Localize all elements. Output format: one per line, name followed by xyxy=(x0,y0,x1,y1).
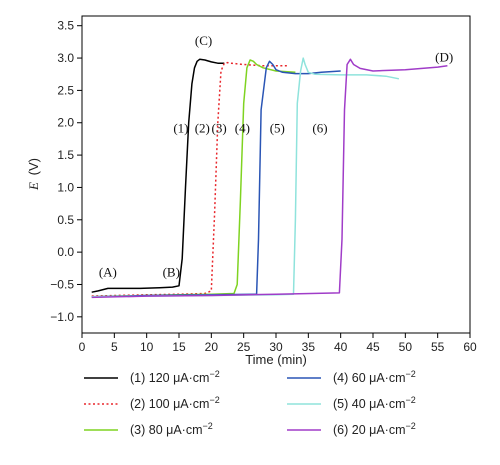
series-line-5 xyxy=(91,57,400,298)
legend: (1) 120 μA·cm−2(2) 100 μA·cm−2(3) 80 μA·… xyxy=(84,369,416,437)
legend-label: (5) 40 xyxy=(333,397,369,411)
y-tick-label: −0.5 xyxy=(50,277,74,291)
legend-exponent: −2 xyxy=(406,421,416,431)
y-tick-label: 3.0 xyxy=(57,51,74,65)
x-tick-label: 0 xyxy=(79,340,86,354)
annotation-label: (A) xyxy=(99,265,117,280)
legend-unit: μA·cm xyxy=(173,371,209,385)
legend-entry-5: (5) 40 μA·cm−2 xyxy=(333,395,416,411)
legend-entry-4: (4) 60 μA·cm−2 xyxy=(333,369,416,385)
y-tick-label: 1.5 xyxy=(57,148,74,162)
annotation-label: (1) xyxy=(173,120,188,135)
legend-exponent: −2 xyxy=(209,395,219,405)
legend-entry-3: (3) 80 μA·cm−2 xyxy=(130,421,213,437)
plot-frame xyxy=(81,15,471,334)
x-tick-label: 15 xyxy=(172,340,186,354)
legend-label: (6) 20 xyxy=(333,423,369,437)
series-line-6 xyxy=(91,58,448,299)
legend-entry-6: (6) 20 μA·cm−2 xyxy=(333,421,416,437)
x-tick-label: 35 xyxy=(302,340,316,354)
legend-label: (4) 60 xyxy=(333,371,369,385)
annotation-label: (2) xyxy=(195,120,210,135)
y-tick-label: 0.0 xyxy=(57,245,74,259)
legend-exponent: −2 xyxy=(203,421,213,431)
annotation-label: (C) xyxy=(195,33,212,48)
x-axis-title: Time (min) xyxy=(245,352,307,367)
y-tick-label: 2.0 xyxy=(57,116,74,130)
y-axis-unit: (V) xyxy=(26,158,41,175)
y-tick-label: 0.5 xyxy=(57,213,74,227)
series-layer xyxy=(91,57,448,299)
series-line-3 xyxy=(91,59,296,298)
legend-label: (2) 100 xyxy=(130,397,173,411)
x-tick-label: 25 xyxy=(237,340,251,354)
legend-label: (1) 120 xyxy=(130,371,173,385)
series-line-2 xyxy=(91,61,289,297)
legend-unit: μA·cm xyxy=(369,371,405,385)
legend-entry-2: (2) 100 μA·cm−2 xyxy=(130,395,220,411)
annotations: (A) (B) (C) (D) (1) (2) (3) (4) (5) (6) xyxy=(99,33,453,280)
y-axis-symbol: E xyxy=(26,182,41,191)
x-tick-label: 10 xyxy=(140,340,154,354)
legend-unit: μA·cm xyxy=(369,397,405,411)
y-tick-label: 2.5 xyxy=(57,83,74,97)
x-tick-label: 45 xyxy=(366,340,380,354)
legend-exponent: −2 xyxy=(209,369,219,379)
series-line-1 xyxy=(91,58,225,293)
legend-unit: μA·cm xyxy=(166,423,202,437)
legend-unit: μA·cm xyxy=(173,397,209,411)
y-tick-label: −1.0 xyxy=(50,310,74,324)
x-tick-label: 40 xyxy=(334,340,348,354)
annotation-label: (6) xyxy=(312,120,327,135)
legend-label: (3) 80 xyxy=(130,423,166,437)
x-tick-label: 50 xyxy=(399,340,413,354)
x-tick-label: 20 xyxy=(205,340,219,354)
axis-ticks: 0 5 10 15 20 25 30 35 40 45 50 55 60 −1.0 −0.5 0.0 0.5 1.… xyxy=(50,19,477,354)
series-line-4 xyxy=(91,60,341,298)
legend-exponent: −2 xyxy=(406,369,416,379)
legend-entry-1: (1) 120 μA·cm−2 xyxy=(130,369,220,385)
annotation-label: (4) xyxy=(235,120,250,135)
x-tick-label: 5 xyxy=(111,340,118,354)
y-tick-label: 3.5 xyxy=(57,19,74,33)
x-tick-label: 55 xyxy=(431,340,445,354)
annotation-label: (D) xyxy=(435,49,453,64)
x-tick-label: 30 xyxy=(269,340,283,354)
annotation-label: (B) xyxy=(163,265,180,280)
annotation-label: (5) xyxy=(270,120,285,135)
legend-unit: μA·cm xyxy=(369,423,405,437)
x-tick-label: 60 xyxy=(463,340,477,354)
legend-exponent: −2 xyxy=(406,395,416,405)
y-axis-title: E (V) xyxy=(26,158,41,191)
annotation-label: (3) xyxy=(212,120,227,135)
y-tick-label: 1.0 xyxy=(57,180,74,194)
